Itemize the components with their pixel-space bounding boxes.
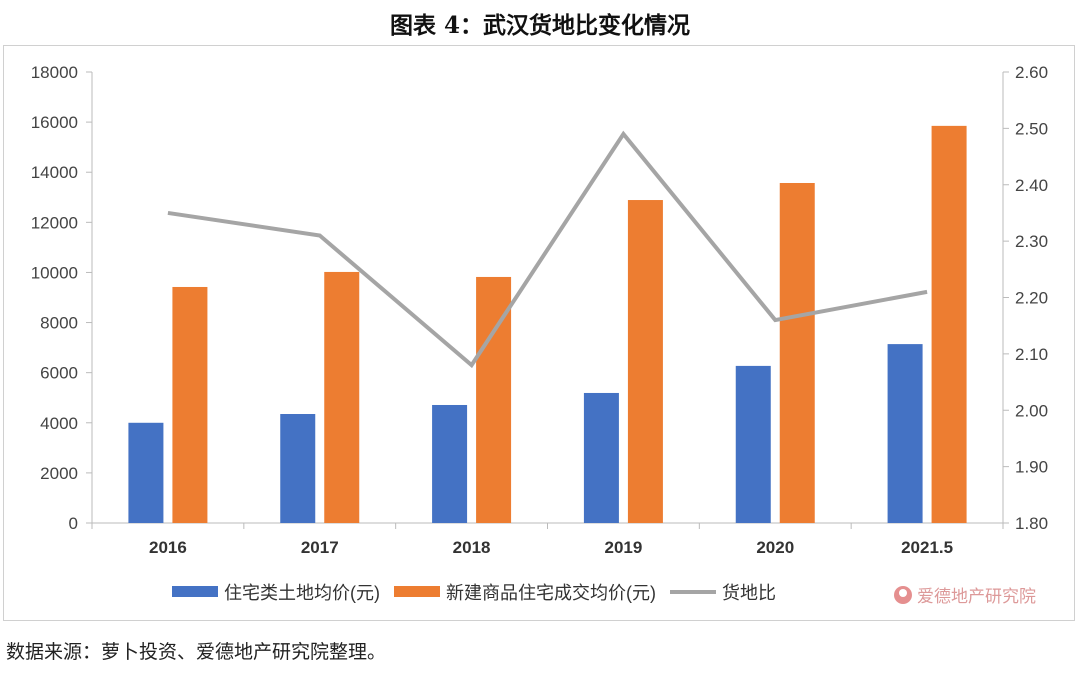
y2-tick-label: 1.90 — [1015, 458, 1048, 477]
bar-land-price — [887, 344, 923, 523]
legend-label: 货地比 — [722, 583, 776, 603]
bar-house-price — [627, 200, 663, 524]
bar-land-price — [280, 414, 316, 523]
bar-house-price — [779, 182, 815, 524]
y-tick-label: 2000 — [40, 464, 78, 483]
bar-land-price — [128, 422, 164, 523]
chart-title: 图表 4：武汉货地比变化情况 — [389, 12, 690, 39]
x-tick-label: 2020 — [756, 538, 794, 557]
bar-house-price — [931, 125, 967, 523]
y-tick-label: 4000 — [40, 414, 78, 433]
x-tick-label: 2021.5 — [901, 538, 953, 557]
line-price-land-ratio — [167, 130, 928, 369]
y-tick-label: 18000 — [31, 63, 78, 82]
chart-frame — [3, 45, 1075, 621]
source-note: 数据来源：萝卜投资、爱德地产研究院整理。 — [6, 641, 387, 663]
y2-tick-label: 2.50 — [1015, 119, 1048, 138]
x-tick-label: 2018 — [453, 538, 491, 557]
y-tick-label: 6000 — [40, 364, 78, 383]
y2-tick-label: 2.00 — [1015, 401, 1048, 420]
bar-house-price — [476, 276, 512, 523]
y-tick-label: 8000 — [40, 314, 78, 333]
x-tick-label: 2017 — [301, 538, 339, 557]
y2-tick-label: 2.30 — [1015, 232, 1048, 251]
legend-label: 住宅类土地均价(元) — [224, 583, 380, 603]
y-tick-label: 12000 — [31, 213, 78, 232]
bar-land-price — [735, 365, 771, 523]
y2-tick-label: 1.80 — [1015, 514, 1048, 533]
y2-tick-label: 2.40 — [1015, 176, 1048, 195]
y-tick-label: 14000 — [31, 163, 78, 182]
watermark: 爱德地产研究院 — [917, 587, 1036, 606]
y2-tick-label: 2.20 — [1015, 289, 1048, 308]
legend-swatch — [394, 586, 440, 597]
legend-swatch — [172, 586, 218, 597]
y-tick-label: 10000 — [31, 263, 78, 282]
bar-house-price — [172, 286, 208, 523]
bar-land-price — [583, 392, 619, 523]
bar-land-price — [432, 404, 468, 523]
legend-label: 新建商品住宅成交均价(元) — [446, 583, 656, 603]
watermark-logo-icon-inner — [899, 589, 907, 597]
y2-tick-label: 2.10 — [1015, 345, 1048, 364]
y2-tick-label: 2.60 — [1015, 63, 1048, 82]
bar-house-price — [324, 271, 360, 523]
x-tick-label: 2016 — [149, 538, 187, 557]
x-tick-label: 2019 — [605, 538, 643, 557]
y-tick-label: 0 — [69, 514, 78, 533]
y-tick-label: 16000 — [31, 113, 78, 132]
